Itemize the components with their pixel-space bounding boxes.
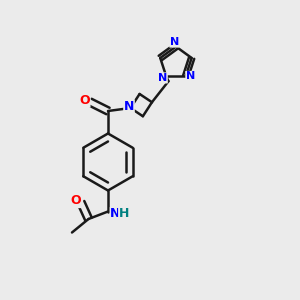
Text: H: H [119, 207, 129, 220]
Text: O: O [70, 194, 81, 208]
Text: N: N [124, 100, 134, 113]
Text: N: N [186, 71, 195, 81]
Text: N: N [170, 37, 179, 47]
Text: N: N [110, 207, 121, 220]
Text: N: N [158, 73, 167, 83]
Text: O: O [79, 94, 90, 107]
